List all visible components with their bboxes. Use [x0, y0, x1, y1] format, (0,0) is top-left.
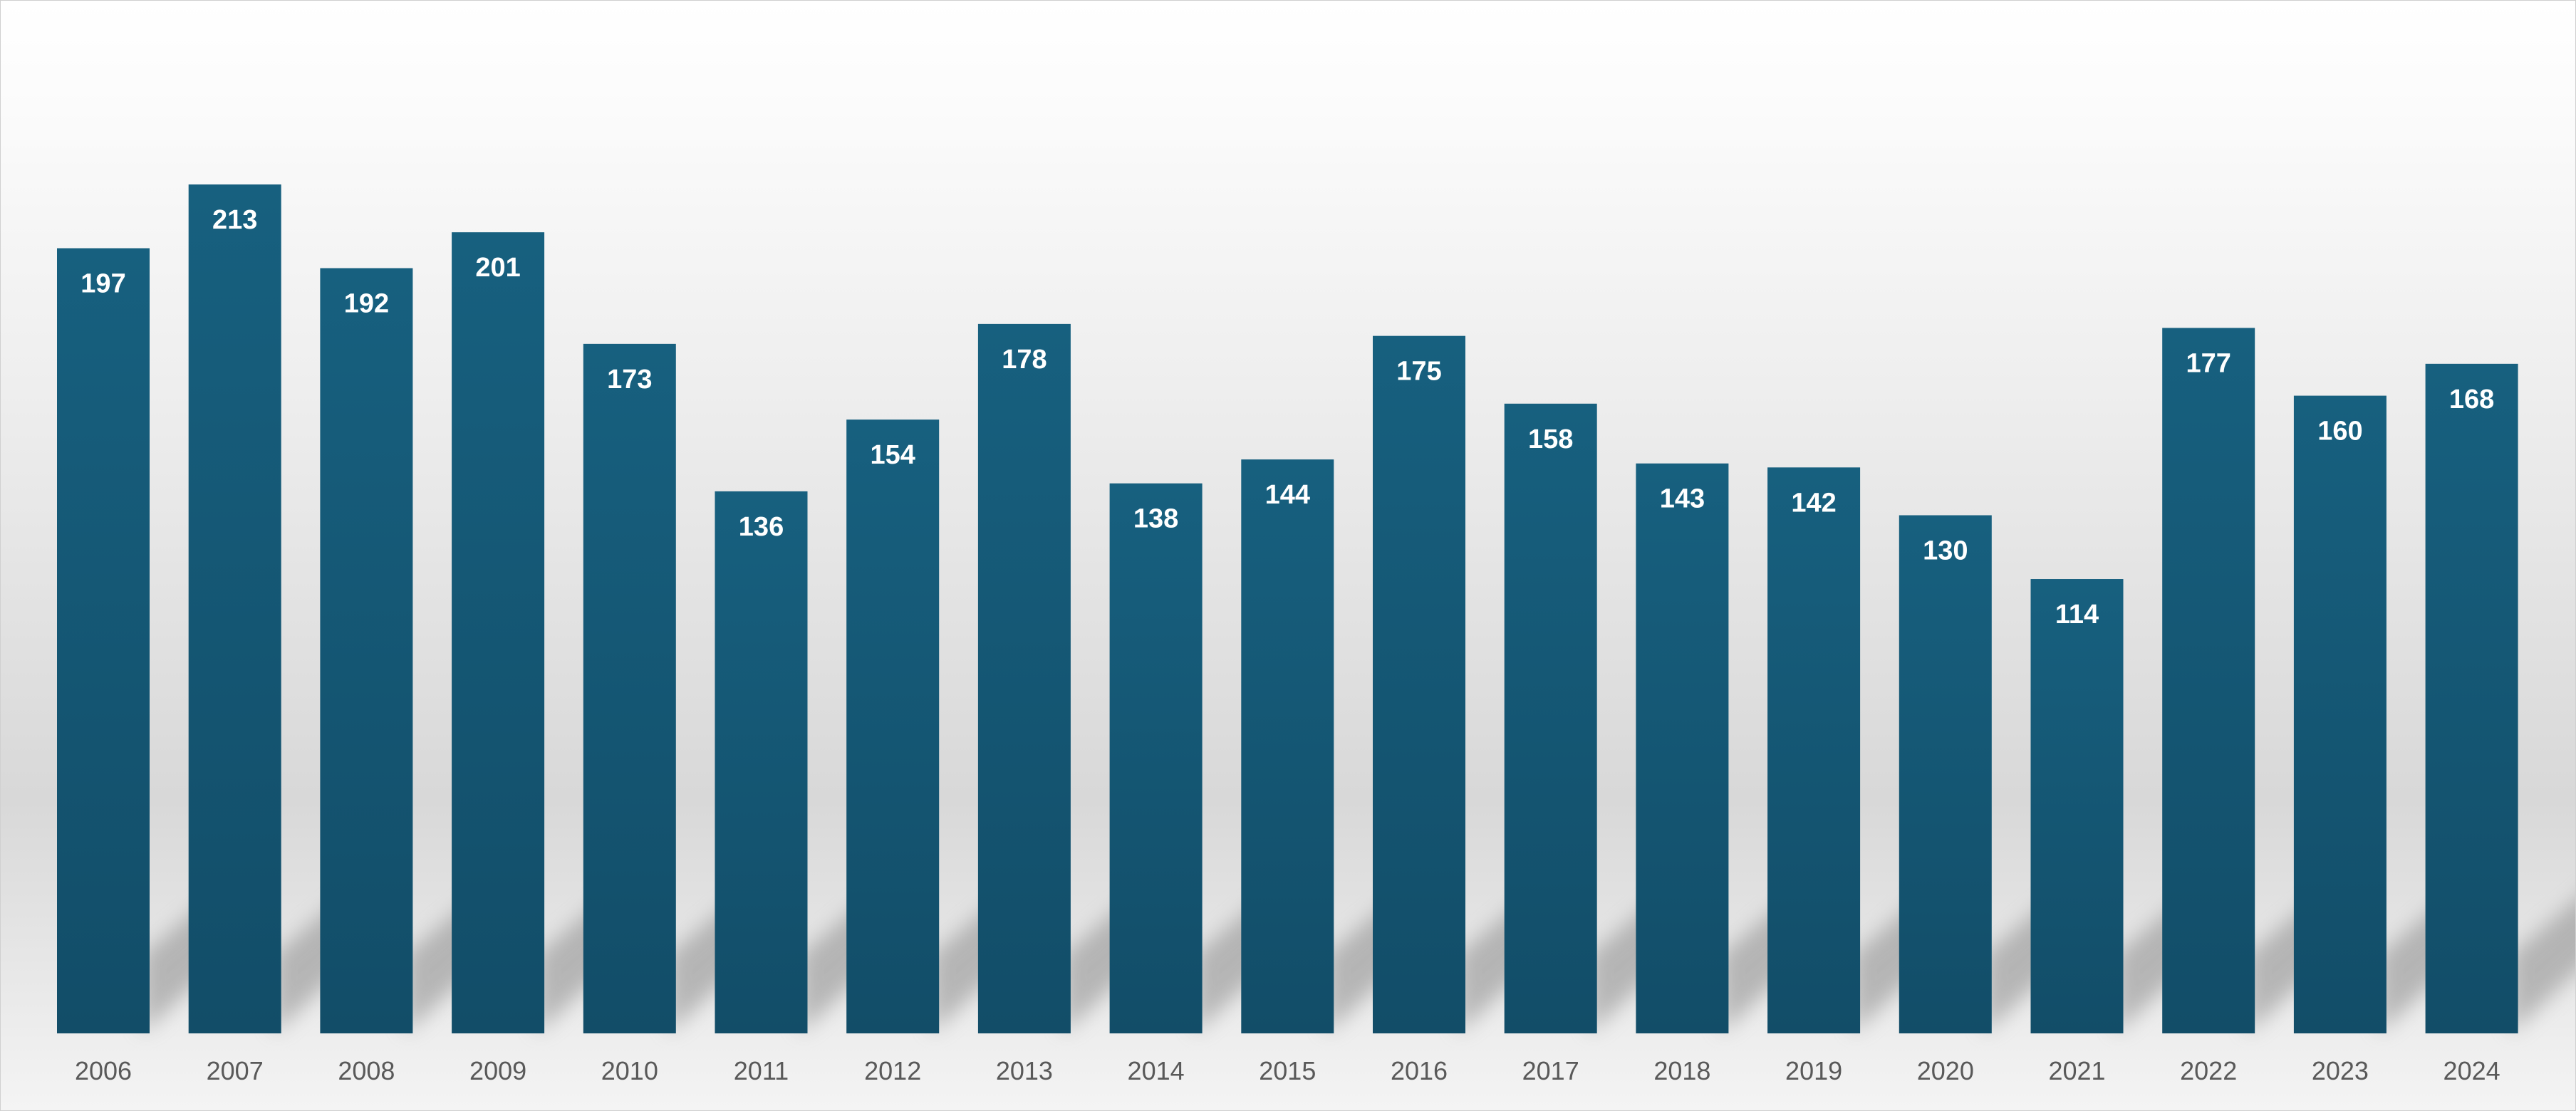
x-axis-tick-labels: 2006 2007 2008 2009 2010 2011 2012 2013 2014 2015… [75, 1056, 2500, 1085]
x-tick-label-2012: 2012 [864, 1056, 921, 1085]
x-tick-label-2006: 2006 [75, 1056, 132, 1085]
bar-2006 [57, 248, 150, 1033]
bar-2021 [2030, 579, 2124, 1033]
bar-2024 [2425, 363, 2518, 1033]
x-tick-label-2020: 2020 [1917, 1056, 1974, 1085]
x-tick-label-2024: 2024 [2443, 1056, 2500, 1085]
x-tick-label-2011: 2011 [734, 1056, 789, 1085]
bar-2009 [452, 232, 545, 1034]
data-label-2015: 144 [1265, 480, 1310, 510]
data-label-2009: 201 [475, 253, 520, 283]
data-label-2010: 173 [607, 365, 652, 395]
data-label-2023: 160 [2317, 417, 2362, 447]
x-tick-label-2018: 2018 [1653, 1056, 1710, 1085]
bar-2017 [1504, 403, 1597, 1033]
data-label-2019: 142 [1791, 488, 1836, 518]
bar-2011 [715, 491, 808, 1033]
data-labels: 197 213 192 201 173 136 154 178 138 144 175 158 143 1… [80, 205, 2494, 630]
data-label-2017: 158 [1528, 424, 1573, 454]
data-label-2024: 168 [2449, 385, 2494, 414]
data-label-2022: 177 [2186, 348, 2230, 378]
data-label-2012: 154 [870, 440, 915, 470]
bar-2010 [583, 343, 676, 1034]
bar-2022 [2162, 328, 2255, 1033]
x-tick-label-2007: 2007 [207, 1056, 264, 1085]
x-tick-label-2023: 2023 [2312, 1056, 2369, 1085]
data-label-2008: 192 [344, 289, 389, 319]
x-tick-label-2010: 2010 [601, 1056, 658, 1085]
data-label-2016: 175 [1396, 357, 1441, 387]
x-tick-label-2017: 2017 [1522, 1056, 1579, 1085]
x-tick-label-2016: 2016 [1391, 1056, 1448, 1085]
bar-2012 [846, 419, 940, 1033]
x-tick-label-2021: 2021 [2048, 1056, 2105, 1085]
bar-2018 [1636, 463, 1729, 1033]
data-label-2011: 136 [739, 512, 784, 542]
bar-2016 [1373, 335, 1465, 1033]
x-tick-label-2008: 2008 [338, 1056, 395, 1085]
x-tick-label-2022: 2022 [2180, 1056, 2237, 1085]
bar-2014 [1109, 483, 1203, 1033]
data-label-2006: 197 [80, 269, 125, 299]
x-tick-label-2015: 2015 [1259, 1056, 1316, 1085]
data-label-2007: 213 [212, 205, 257, 235]
bar-2013 [977, 323, 1071, 1033]
data-label-2014: 138 [1133, 504, 1178, 534]
data-label-2020: 130 [1923, 536, 1968, 565]
x-tick-label-2014: 2014 [1128, 1056, 1185, 1085]
x-tick-label-2009: 2009 [469, 1056, 526, 1085]
bar-2019 [1767, 467, 1861, 1033]
bar-2015 [1241, 459, 1334, 1033]
bar-2007 [188, 184, 281, 1033]
bars [57, 184, 2518, 1034]
bar-shadow-2024 [2510, 900, 2575, 1033]
data-label-2021: 114 [2055, 600, 2099, 630]
bar-2023 [2293, 395, 2387, 1033]
bar-2008 [320, 268, 413, 1033]
bar-2020 [1899, 515, 1992, 1033]
data-label-2013: 178 [1002, 345, 1046, 375]
data-label-2018: 143 [1660, 484, 1705, 514]
x-tick-label-2013: 2013 [996, 1056, 1053, 1085]
x-tick-label-2019: 2019 [1785, 1056, 1842, 1085]
